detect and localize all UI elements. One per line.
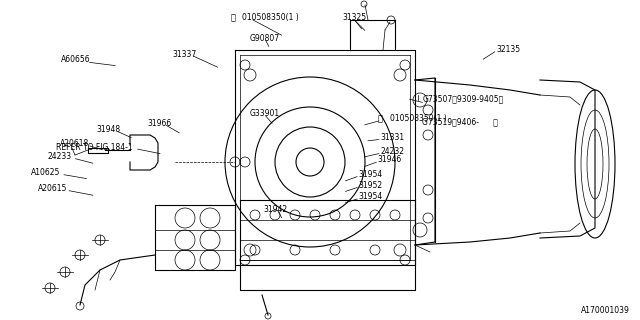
Text: 31966: 31966 (147, 119, 172, 128)
Text: 24233: 24233 (48, 152, 72, 161)
Text: A170001039: A170001039 (581, 306, 630, 315)
Text: G73519〈9406-      〉: G73519〈9406- 〉 (422, 117, 499, 126)
Text: 31942: 31942 (264, 205, 288, 214)
Text: 010508350(1 ): 010508350(1 ) (390, 114, 446, 123)
Text: 31954: 31954 (358, 170, 383, 179)
Text: 31954: 31954 (358, 192, 383, 201)
Text: A60656: A60656 (61, 55, 90, 64)
Text: 31331: 31331 (381, 133, 405, 142)
Text: 32135: 32135 (496, 45, 520, 54)
Text: 31948: 31948 (96, 125, 120, 134)
Text: G33901: G33901 (250, 109, 280, 118)
Text: Ⓑ: Ⓑ (378, 114, 383, 123)
Text: G73507〈9309-9405〉: G73507〈9309-9405〉 (422, 95, 504, 104)
Text: 24232: 24232 (381, 148, 404, 156)
Text: 31325: 31325 (342, 13, 367, 22)
Text: A20615: A20615 (38, 184, 68, 193)
Text: 31952: 31952 (358, 181, 383, 190)
Text: REFER TO FIG.184-1: REFER TO FIG.184-1 (56, 143, 133, 152)
Text: G90807: G90807 (250, 34, 280, 43)
Text: 010508350(1 ): 010508350(1 ) (243, 13, 299, 22)
Text: Ⓑ: Ⓑ (230, 13, 236, 22)
Text: 31337: 31337 (173, 50, 197, 59)
Text: A10625: A10625 (31, 168, 60, 177)
Text: A20618: A20618 (60, 140, 89, 148)
Text: 31946: 31946 (378, 156, 402, 164)
